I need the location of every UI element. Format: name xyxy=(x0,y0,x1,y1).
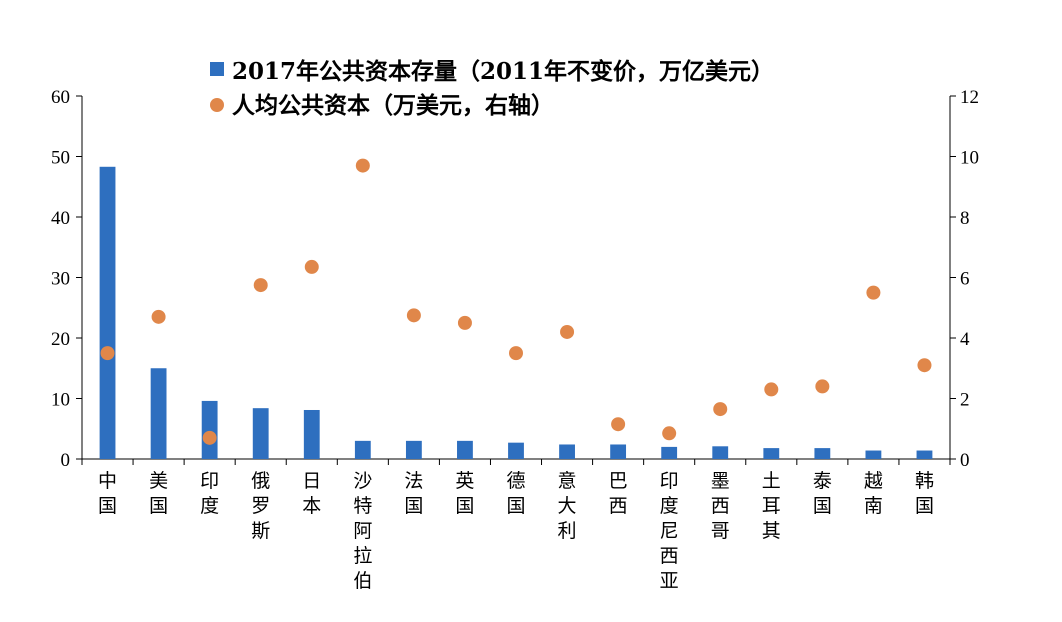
right-tick-label: 12 xyxy=(960,87,979,108)
category-label: 巴西 xyxy=(609,470,628,517)
bar xyxy=(559,444,575,459)
bar xyxy=(201,400,218,459)
scatter-point xyxy=(611,417,626,432)
scatter-point xyxy=(509,346,523,361)
scatter-point xyxy=(457,315,472,330)
bar xyxy=(916,450,933,459)
category-label: 土耳其 xyxy=(762,470,781,542)
category-label: 墨西哥 xyxy=(711,470,730,542)
bar xyxy=(865,450,882,459)
left-tick-label: 0 xyxy=(61,450,71,471)
scatter-point xyxy=(815,379,830,394)
legend-bar-swatch xyxy=(210,62,224,76)
chart-axes: 0 10 20 30 40 50 60 0 2 4 6 8 10 12 xyxy=(51,87,979,471)
bar xyxy=(610,444,627,459)
scatter-point xyxy=(100,346,115,361)
category-label: 俄罗斯 xyxy=(251,470,270,542)
left-tick-label: 20 xyxy=(51,329,70,350)
bar xyxy=(814,448,831,459)
bar xyxy=(150,368,167,459)
scatter-point xyxy=(560,324,575,339)
right-tick-label: 10 xyxy=(960,148,979,169)
legend-dot-label: 人均公共资本（万美元，右轴） xyxy=(232,92,554,119)
scatter-point xyxy=(662,426,677,441)
category-label: 英国 xyxy=(455,470,474,517)
left-tick-label: 50 xyxy=(51,148,70,169)
category-label: 日本 xyxy=(302,470,321,517)
scatter-point xyxy=(917,358,932,373)
left-tick-label: 10 xyxy=(51,390,70,411)
right-tick-label: 0 xyxy=(960,450,970,471)
right-tick-label: 2 xyxy=(960,390,970,411)
category-label: 越南 xyxy=(864,470,883,517)
bar xyxy=(354,440,371,459)
bar xyxy=(303,409,320,459)
bar xyxy=(405,440,422,459)
scatter-point xyxy=(253,278,268,293)
legend-dot-swatch xyxy=(210,98,224,112)
bar xyxy=(508,442,524,459)
right-tick-label: 6 xyxy=(960,269,970,290)
left-tick-label: 60 xyxy=(51,87,70,108)
category-label: 泰国 xyxy=(813,470,832,517)
scatter-point xyxy=(713,402,728,417)
left-tick-label: 40 xyxy=(51,208,70,229)
scatter-series xyxy=(100,158,932,445)
right-tick-label: 8 xyxy=(960,208,970,229)
scatter-point xyxy=(406,308,421,323)
scatter-point xyxy=(202,430,217,445)
scatter-point xyxy=(151,309,166,324)
scatter-point xyxy=(304,259,319,274)
bar xyxy=(457,440,473,459)
category-label: 中国 xyxy=(98,470,117,517)
category-label: 意大利 xyxy=(558,470,577,542)
category-label: 印度尼西亚 xyxy=(660,470,679,592)
category-label: 德国 xyxy=(506,470,525,517)
category-label: 法国 xyxy=(404,470,423,517)
bar-series xyxy=(99,166,933,459)
scatter-point xyxy=(355,158,370,173)
bar xyxy=(252,408,269,459)
legend-bar-label: 2017年公共资本存量（2011年不变价，万亿美元） xyxy=(232,58,774,85)
scatter-point xyxy=(764,382,779,397)
category-label: 印度 xyxy=(200,470,219,517)
bar xyxy=(661,446,678,459)
scatter-point xyxy=(866,285,881,300)
right-tick-label: 4 xyxy=(960,329,970,350)
bar xyxy=(712,446,729,459)
left-tick-label: 30 xyxy=(51,269,70,290)
category-label: 美国 xyxy=(149,470,168,517)
category-label: 沙特阿拉伯 xyxy=(353,470,372,592)
chart-legend: 2017年公共资本存量（2011年不变价，万亿美元） 人均公共资本（万美元，右轴） xyxy=(210,58,774,119)
category-label: 韩国 xyxy=(915,470,934,517)
bar xyxy=(99,166,116,459)
bar xyxy=(763,448,780,459)
